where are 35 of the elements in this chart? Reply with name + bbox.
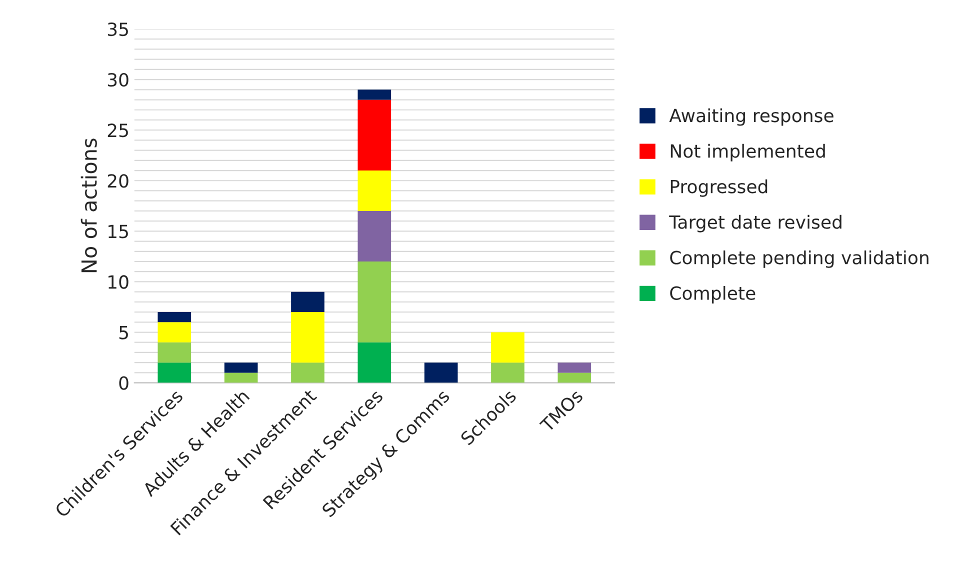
bar [491, 362, 524, 383]
legend-label: Not implemented [670, 144, 825, 162]
y-tick-label: 20 [108, 174, 128, 188]
bar [358, 90, 392, 100]
y-tick-label: 30 [108, 73, 128, 87]
bar [358, 261, 392, 342]
bar [158, 312, 192, 322]
bar [358, 342, 392, 383]
bar [291, 312, 324, 363]
y-tick-label: 25 [108, 124, 128, 138]
bar [291, 292, 324, 312]
bar [158, 362, 192, 383]
bar [224, 372, 258, 383]
y-tick-label: 0 [119, 376, 128, 390]
bar [558, 362, 592, 373]
bar [358, 210, 392, 262]
bar [424, 362, 458, 383]
bar [358, 170, 392, 211]
bar [358, 100, 392, 171]
bar [291, 362, 324, 383]
legend-label: Progressed [670, 179, 768, 197]
y-axis-title: No of actions [80, 138, 97, 272]
legend-label: Awaiting response [669, 108, 834, 126]
y-tick-label: 10 [108, 275, 128, 289]
bar [224, 362, 258, 373]
bar [491, 332, 524, 363]
bar [558, 372, 592, 383]
y-tick-label: 15 [108, 224, 128, 238]
y-tick-label: 5 [119, 326, 128, 340]
legend-label: Complete pending validation [670, 250, 928, 268]
y-tick-label: 35 [108, 22, 128, 36]
bar [158, 342, 192, 363]
legend-label: Target date revised [669, 214, 842, 232]
bar [158, 322, 192, 342]
legend-label: Complete [670, 286, 756, 304]
